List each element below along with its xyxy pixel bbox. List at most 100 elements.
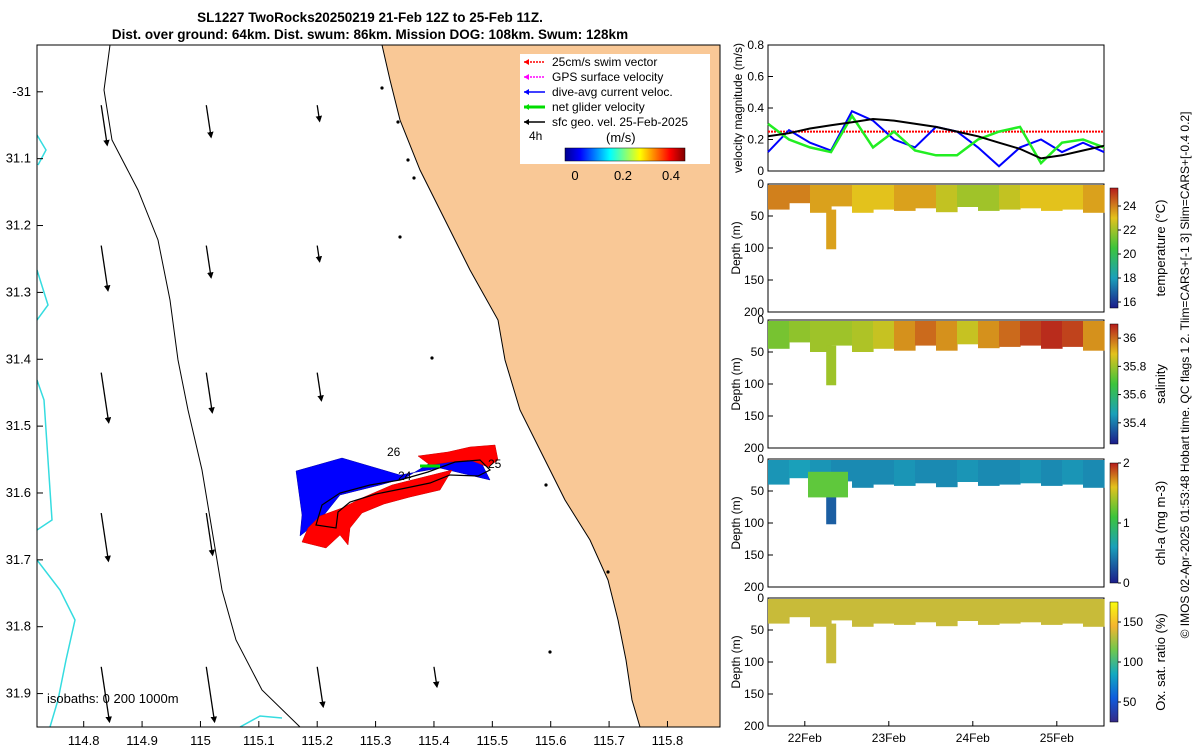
day-label: 26 bbox=[387, 445, 401, 459]
section-cell bbox=[1020, 185, 1042, 209]
x-tick-label: 115.3 bbox=[360, 733, 392, 748]
island-dot bbox=[398, 235, 402, 239]
y-tick-label: 31.1 bbox=[6, 151, 31, 166]
date-tick-label: 22Feb bbox=[788, 731, 822, 745]
colorbar-tick-label: 18 bbox=[1123, 271, 1137, 285]
depth-axis-label: Depth (m) bbox=[729, 496, 743, 549]
section-cell bbox=[894, 599, 916, 625]
swim-vector-swath bbox=[301, 469, 453, 549]
x-tick-label: 115.8 bbox=[652, 733, 684, 748]
y-tick-label: 31.6 bbox=[6, 485, 31, 500]
island-dot bbox=[430, 356, 434, 360]
y-tick-label: 31.8 bbox=[6, 619, 31, 634]
section-cell bbox=[789, 599, 811, 618]
depth-tick-label: 100 bbox=[744, 377, 764, 391]
depth-tick-label: 150 bbox=[744, 687, 764, 701]
deep-profile-cast bbox=[826, 484, 837, 525]
x-tick-label: 115.1 bbox=[243, 733, 275, 748]
current-vector bbox=[432, 666, 440, 689]
date-tick-label: 25Feb bbox=[1040, 731, 1074, 745]
y-tick-label: 31.2 bbox=[6, 218, 31, 233]
section-cell bbox=[768, 599, 790, 624]
depth-tick-label: 0 bbox=[757, 177, 764, 191]
section-cell bbox=[1020, 460, 1042, 484]
island-dot bbox=[548, 650, 552, 654]
section-cell bbox=[1083, 185, 1105, 213]
x-tick-label: 114.8 bbox=[68, 733, 100, 748]
velocity-y-tick-label: 0.6 bbox=[747, 70, 764, 84]
colorbar-tick-label: 22 bbox=[1123, 223, 1137, 237]
velocity-y-tick-label: 0.8 bbox=[747, 38, 764, 52]
section-cell bbox=[852, 460, 874, 488]
legend-label: 25cm/s swim vector bbox=[552, 55, 657, 69]
legend-arrowhead bbox=[524, 89, 529, 95]
section-cell bbox=[1041, 599, 1063, 625]
section-cell bbox=[1041, 460, 1063, 486]
section-cell bbox=[873, 321, 895, 349]
depth-axis-label: Depth (m) bbox=[729, 357, 743, 410]
section-cell bbox=[810, 599, 832, 627]
colorbar-tick-label: 36 bbox=[1123, 331, 1137, 345]
current-vector bbox=[316, 666, 326, 709]
section-cell bbox=[831, 185, 853, 207]
island-dot bbox=[544, 483, 548, 487]
x-tick-label: 115.5 bbox=[477, 733, 509, 748]
credit-text: © IMOS 02-Apr-2025 01:53:48 Hobart time.… bbox=[1178, 111, 1192, 639]
section-cell bbox=[768, 185, 790, 210]
section-cell bbox=[789, 185, 811, 204]
section-cell bbox=[999, 185, 1021, 210]
velocity-y-label: velocity magnitude (m/s) bbox=[731, 43, 745, 173]
colorbar-tick-label: 20 bbox=[1123, 247, 1137, 261]
section-cell bbox=[768, 460, 790, 485]
section-cell bbox=[831, 321, 853, 346]
section-cell bbox=[915, 599, 937, 623]
current-vector bbox=[100, 666, 112, 724]
day-label: 25 bbox=[488, 457, 502, 471]
depth-axis-label: Depth (m) bbox=[729, 221, 743, 274]
section-colorbar bbox=[1109, 187, 1119, 309]
x-tick-label: 114.9 bbox=[126, 733, 158, 748]
section-cell bbox=[1020, 599, 1042, 623]
y-tick-label: 31.9 bbox=[6, 686, 31, 701]
section-cell bbox=[894, 185, 916, 211]
section-cell bbox=[978, 599, 1000, 625]
section-cell bbox=[978, 460, 1000, 486]
depth-tick-label: 200 bbox=[744, 580, 764, 594]
land-area bbox=[381, 45, 720, 727]
net-track-line bbox=[315, 459, 492, 529]
depth-tick-label: 150 bbox=[744, 409, 764, 423]
title-line-2: Dist. over ground: 64km. Dist. swum: 86k… bbox=[111, 27, 629, 42]
section-cell bbox=[1062, 321, 1084, 347]
colorbar-tick-label: 0.4 bbox=[662, 168, 680, 183]
current-vector bbox=[100, 372, 112, 424]
depth-tick-label: 50 bbox=[751, 345, 765, 359]
section-cell bbox=[957, 599, 979, 621]
depth-tick-label: 100 bbox=[744, 516, 764, 530]
section-cell bbox=[915, 321, 937, 346]
legend-arrowhead bbox=[524, 104, 529, 110]
velocity-series-line bbox=[767, 117, 1105, 160]
y-tick-label: 31.5 bbox=[6, 418, 31, 433]
section-cell bbox=[1041, 321, 1063, 349]
current-vector bbox=[100, 512, 111, 563]
colorbar-tick-label: 150 bbox=[1123, 615, 1143, 629]
section-cell bbox=[1062, 460, 1084, 485]
section-cell bbox=[789, 460, 811, 479]
depth-tick-label: 200 bbox=[744, 719, 764, 733]
velocity-y-tick-label: 0.2 bbox=[747, 133, 764, 147]
current-vector bbox=[205, 105, 214, 139]
section-cell bbox=[1083, 460, 1105, 488]
island-dot bbox=[380, 86, 384, 90]
isobath-200 bbox=[103, 45, 301, 727]
section-cell bbox=[768, 321, 790, 349]
section-cell bbox=[957, 460, 979, 482]
colorbar-tick-label: 0.2 bbox=[614, 168, 632, 183]
section-cell bbox=[936, 321, 958, 351]
legend-label: dive-avg current veloc. bbox=[552, 85, 673, 99]
section-cell bbox=[1041, 185, 1063, 211]
section-cell bbox=[1062, 599, 1084, 624]
current-vector bbox=[100, 105, 110, 147]
x-tick-label: 115.6 bbox=[535, 733, 567, 748]
depth-tick-label: 50 bbox=[751, 484, 765, 498]
